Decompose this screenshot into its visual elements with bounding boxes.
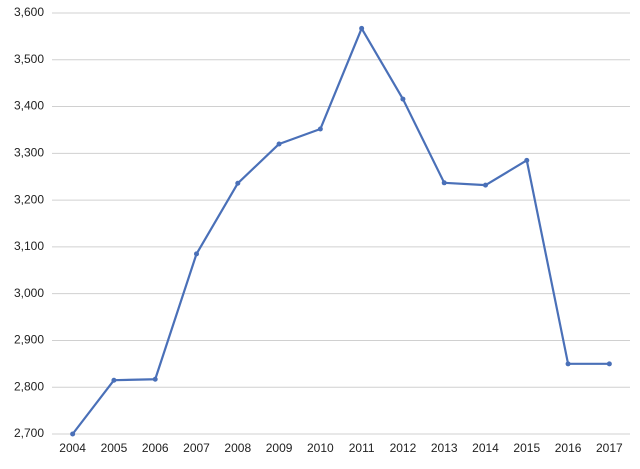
x-tick-label: 2012 — [390, 441, 417, 455]
y-tick-label: 3,200 — [14, 192, 44, 206]
x-tick-label: 2006 — [142, 441, 169, 455]
y-tick-label: 3,000 — [14, 286, 44, 300]
y-tick-label: 3,400 — [14, 99, 44, 113]
data-point — [606, 361, 612, 367]
y-tick-label: 3,300 — [14, 146, 44, 160]
x-tick-label: 2010 — [307, 441, 334, 455]
data-point — [70, 431, 76, 437]
x-tick-label: 2017 — [596, 441, 623, 455]
data-point — [317, 126, 323, 132]
data-point — [483, 182, 488, 188]
x-tick-label: 2007 — [183, 441, 210, 455]
data-point — [152, 376, 158, 382]
y-tick-label: 2,900 — [14, 333, 44, 347]
data-point — [524, 157, 530, 163]
x-tick-label: 2011 — [349, 441, 375, 455]
x-tick-label: 2005 — [101, 441, 128, 455]
x-tick-label: 2016 — [555, 441, 582, 455]
data-point — [565, 361, 571, 367]
data-point — [111, 377, 117, 383]
x-tick-label: 2013 — [431, 441, 458, 455]
x-tick-label: 2009 — [266, 441, 293, 455]
data-point — [441, 180, 447, 186]
y-tick-label: 3,500 — [14, 52, 44, 66]
x-tick-label: 2004 — [59, 441, 86, 455]
data-line — [71, 27, 610, 435]
data-point — [235, 180, 241, 186]
y-tick-label: 3,100 — [14, 239, 44, 253]
x-tick-label: 2008 — [224, 441, 251, 455]
data-point — [400, 96, 406, 102]
data-point — [194, 251, 199, 257]
x-tick-label: 2015 — [513, 441, 540, 455]
y-tick-label: 2,800 — [14, 379, 44, 393]
x-tick-label: 2014 — [472, 441, 499, 455]
data-point — [276, 141, 282, 147]
y-tick-label: 2,700 — [14, 426, 44, 440]
data-point — [359, 25, 365, 31]
y-tick-label: 3,600 — [14, 5, 44, 19]
